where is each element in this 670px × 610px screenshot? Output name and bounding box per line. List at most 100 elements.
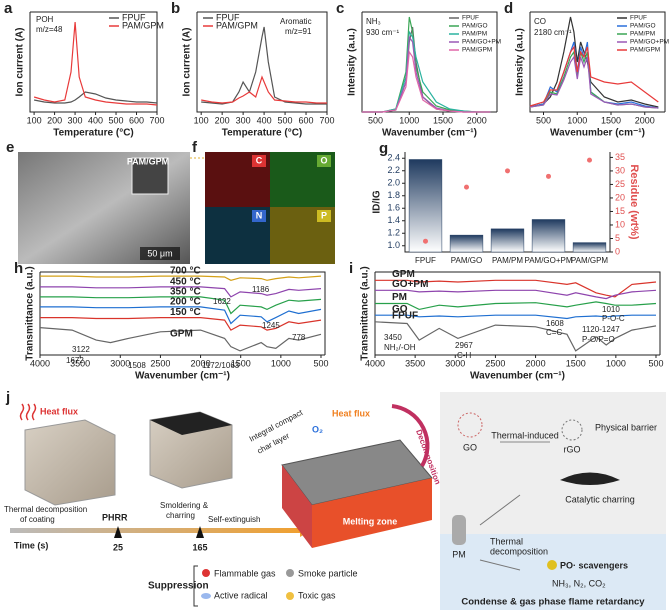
melting-zone bbox=[312, 478, 432, 548]
heat-icon bbox=[19, 403, 37, 421]
x-tick-label: 500 bbox=[313, 358, 328, 368]
y-tick-label: 1.0 bbox=[387, 240, 400, 250]
y-axis-label: Ion current (A) bbox=[15, 28, 26, 97]
annotation: m/z=48 bbox=[36, 25, 63, 34]
panel-letter: a bbox=[4, 0, 13, 17]
inset-label: PAM/GPM bbox=[127, 156, 169, 166]
y2-tick-label: 0 bbox=[615, 246, 620, 256]
gas-box bbox=[440, 534, 666, 610]
y-axis-label: Intensity (a.u.) bbox=[515, 28, 526, 96]
x-tick-label: 600 bbox=[299, 115, 314, 125]
flammable: Flammable gas bbox=[214, 568, 276, 578]
legend-label: FPUF bbox=[630, 15, 647, 22]
y-tick-label: 2.2 bbox=[387, 165, 400, 175]
annotation: 2967 bbox=[455, 341, 473, 350]
annotation: 1608 bbox=[546, 319, 564, 328]
thermal-induced: Thermal-induced bbox=[491, 430, 559, 440]
heat-flux: Heat flux bbox=[40, 406, 78, 416]
icon bbox=[201, 593, 211, 599]
legend-label: FPUF bbox=[216, 12, 240, 22]
bracket bbox=[193, 565, 198, 607]
retardancy: Condense & gas phase flame retardancy bbox=[461, 597, 645, 608]
series-line bbox=[33, 21, 158, 106]
y-axis-label: ID/IG bbox=[372, 190, 383, 214]
chart: i Transmittance (a.u.)4000 3500 3000 2500 200… bbox=[349, 260, 664, 382]
legend-label: PAM/GO+PM bbox=[630, 39, 669, 46]
series-line bbox=[374, 321, 657, 352]
series-label: GO bbox=[392, 304, 408, 315]
series-line bbox=[529, 50, 659, 109]
y-axis-label: Ion current (A) bbox=[182, 28, 193, 97]
legend-label: PAM/GO+PM bbox=[462, 39, 501, 46]
x-tick-label: 200 bbox=[215, 115, 230, 125]
coating-text: of coating bbox=[20, 515, 55, 524]
x-tick-label: FPUF bbox=[415, 256, 436, 265]
panel-e: e PAM/GPM 50 μm bbox=[6, 139, 205, 264]
map-tag bbox=[317, 210, 331, 222]
map-tag bbox=[252, 210, 266, 222]
residue-point bbox=[423, 238, 428, 244]
o2: O₂ bbox=[312, 424, 323, 434]
series-label: FPUF bbox=[392, 310, 418, 321]
map-tag bbox=[317, 155, 331, 167]
phrr: PHRR bbox=[102, 512, 128, 522]
series-line bbox=[362, 50, 491, 113]
x-tick-label: 1000 bbox=[606, 358, 626, 368]
annotation: NH₂/-OH bbox=[384, 343, 416, 352]
legend-label: PAM/GPM bbox=[630, 47, 660, 54]
residue-point bbox=[505, 168, 510, 174]
melting-label: Melting zone bbox=[343, 516, 398, 526]
y2-tick-label: 15 bbox=[615, 206, 625, 216]
series-label: 450 °C bbox=[170, 276, 201, 287]
series-line bbox=[33, 91, 158, 104]
panel-letter: i bbox=[349, 260, 353, 277]
annotation: 2180 cm⁻¹ bbox=[534, 28, 572, 37]
annotation: POH bbox=[36, 15, 54, 24]
axis-frame bbox=[529, 11, 666, 113]
series-line bbox=[529, 16, 659, 108]
series-line bbox=[40, 275, 322, 281]
y-tick-label: 1.6 bbox=[387, 203, 400, 213]
x-tick-label: 2500 bbox=[485, 358, 505, 368]
axis-frame bbox=[196, 11, 328, 113]
time-25: 25 bbox=[113, 542, 123, 552]
map-label: O bbox=[320, 155, 327, 165]
annotation: 3450 bbox=[384, 333, 402, 342]
x-tick-label: 3500 bbox=[70, 358, 90, 368]
annotation: Aromatic bbox=[280, 17, 312, 26]
series-line bbox=[529, 45, 659, 107]
x-tick-label: 2000 bbox=[635, 115, 655, 125]
y2-axis-label: Residue (wt%) bbox=[628, 164, 640, 240]
series-label: 200 °C bbox=[170, 296, 201, 307]
legend-label: PAM/GO bbox=[630, 23, 656, 30]
x-tick-label: 500 bbox=[109, 115, 124, 125]
x-tick-label: PAM/GO bbox=[451, 256, 482, 265]
panel-letter: e bbox=[6, 139, 14, 156]
arrow bbox=[479, 494, 521, 571]
y-axis-label: Transmittance (a.u.) bbox=[360, 266, 371, 360]
series-label: 350 °C bbox=[170, 286, 201, 297]
x-tick-label: 1500 bbox=[566, 358, 586, 368]
rgo: rGO bbox=[564, 444, 581, 454]
bar bbox=[572, 242, 607, 253]
annotation: 1508 bbox=[128, 361, 146, 370]
marker bbox=[196, 526, 204, 538]
chart: h Transmittance (a.u.)4000 3500 3000 2500 200… bbox=[14, 260, 329, 382]
series-line bbox=[40, 306, 322, 325]
x-axis-label: Temperature (°C) bbox=[53, 128, 134, 139]
y2-tick-label: 20 bbox=[615, 192, 625, 202]
x-tick-label: 1500 bbox=[601, 115, 621, 125]
x-tick-label: 300 bbox=[68, 115, 83, 125]
char-icon bbox=[560, 472, 620, 485]
legend-label: PAM/GO bbox=[462, 23, 488, 30]
y-axis-label: Transmittance (a.u.) bbox=[25, 266, 36, 360]
annotation: 1622 bbox=[213, 297, 231, 306]
thermal-dec: decomposition bbox=[490, 546, 548, 556]
legend-label: PAM/PM bbox=[630, 31, 655, 38]
x-tick-label: 500 bbox=[278, 115, 293, 125]
